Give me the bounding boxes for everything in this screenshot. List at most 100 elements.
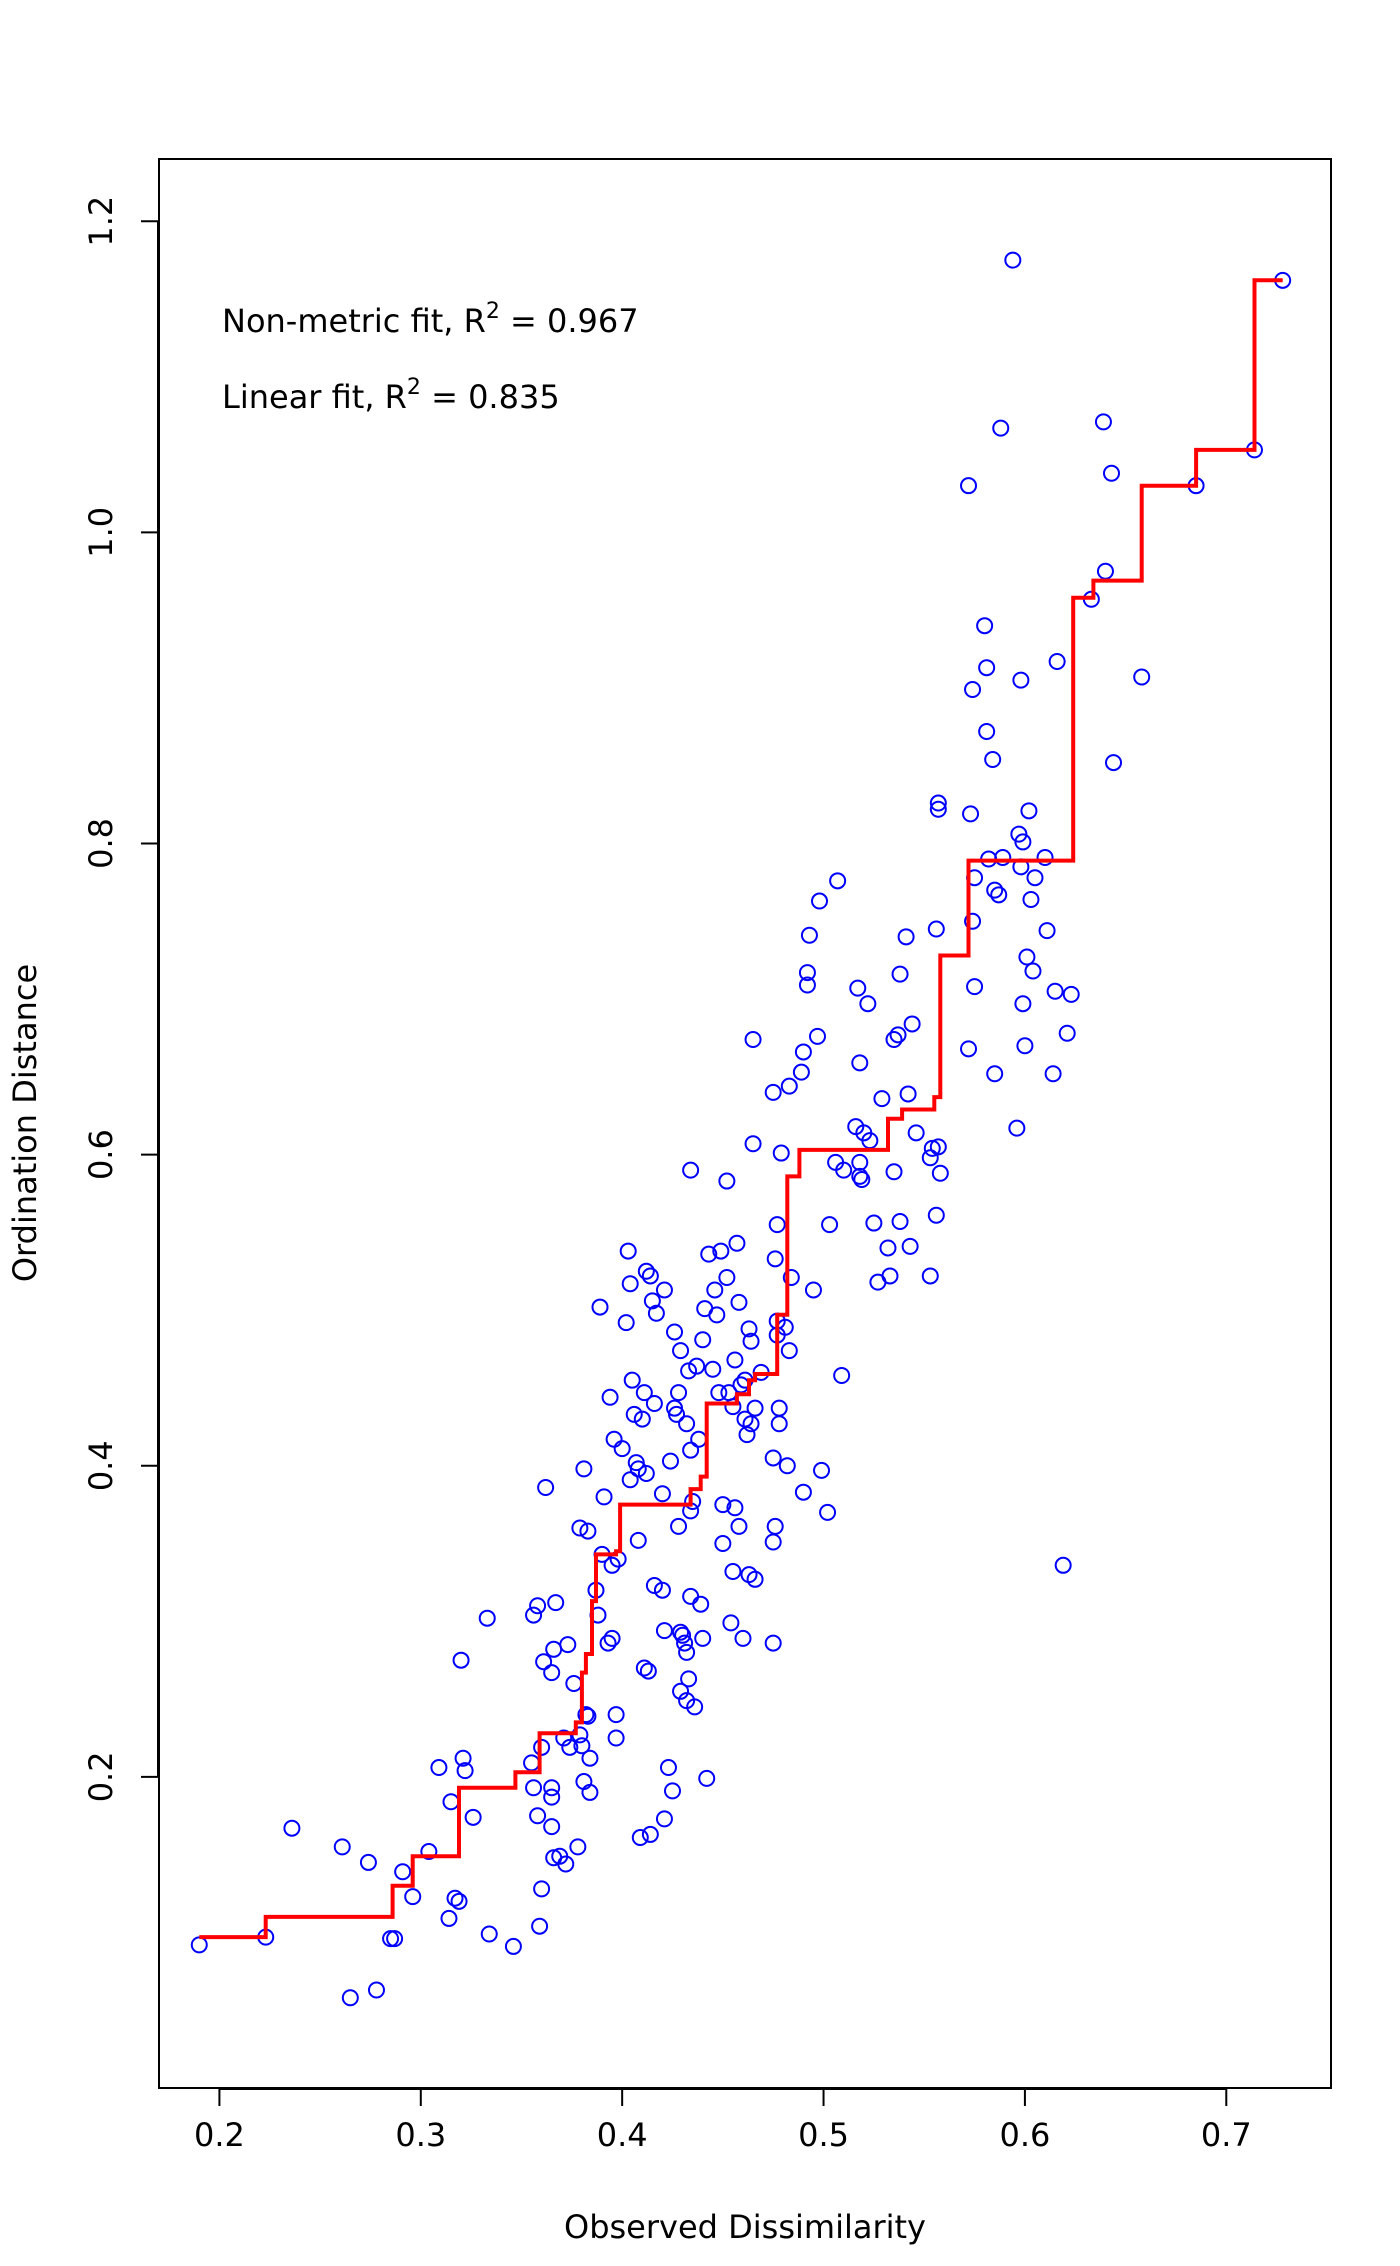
data-point	[927, 920, 945, 938]
data-point	[907, 1124, 925, 1142]
data-point	[666, 1323, 684, 1341]
data-point	[770, 1415, 788, 1433]
data-point	[621, 1471, 639, 1489]
data-point	[994, 848, 1012, 866]
data-point	[976, 617, 994, 635]
data-point	[901, 1237, 919, 1255]
data-point	[579, 1522, 597, 1540]
data-point	[986, 1065, 1004, 1083]
data-point	[897, 928, 915, 946]
data-point	[599, 1634, 617, 1652]
data-point	[1048, 652, 1066, 670]
data-point	[664, 1782, 682, 1800]
data-point	[637, 1262, 655, 1280]
data-point	[726, 1351, 744, 1369]
data-point	[641, 1825, 659, 1843]
data-point	[859, 995, 877, 1013]
data-point	[1010, 825, 1028, 843]
x-tick-label: 0.7	[1201, 2116, 1252, 2154]
data-point	[655, 1622, 673, 1640]
data-point	[359, 1853, 377, 1871]
data-point	[885, 1163, 903, 1181]
data-point	[722, 1614, 740, 1632]
data-point	[780, 1342, 798, 1360]
data-point	[865, 1214, 883, 1232]
data-point	[682, 1587, 700, 1605]
data-point	[456, 1762, 474, 1780]
data-point	[454, 1749, 472, 1767]
data-point	[960, 1040, 978, 1058]
data-point	[694, 1629, 712, 1647]
data-point	[744, 1030, 762, 1048]
data-point	[686, 1698, 704, 1716]
data-point	[833, 1367, 851, 1385]
data-point	[1016, 1037, 1034, 1055]
data-point	[283, 1819, 301, 1837]
data-point	[742, 1332, 760, 1350]
data-point	[978, 659, 996, 677]
data-point	[794, 1483, 812, 1501]
data-point	[678, 1415, 696, 1433]
data-point	[571, 1519, 589, 1537]
data-point	[450, 1892, 468, 1910]
y-tick-label: 0.8	[82, 818, 120, 869]
data-point	[992, 419, 1010, 437]
data-point	[724, 1398, 742, 1416]
data-point	[780, 1077, 798, 1095]
data-point	[595, 1488, 613, 1506]
data-point	[631, 1829, 649, 1847]
data-point	[623, 1371, 641, 1389]
data-point	[714, 1535, 732, 1553]
data-point	[798, 976, 816, 994]
data-point	[730, 1293, 748, 1311]
data-point	[746, 1570, 764, 1588]
data-point	[559, 1636, 577, 1654]
data-point	[734, 1629, 752, 1647]
data-point	[849, 979, 867, 997]
data-point	[442, 1793, 460, 1811]
data-point	[728, 1234, 746, 1252]
data-point	[966, 978, 984, 996]
data-point	[446, 1889, 464, 1907]
data-point	[764, 1083, 782, 1101]
data-point	[962, 805, 980, 823]
data-point	[794, 1043, 812, 1061]
data-point	[674, 1626, 692, 1644]
data-point	[1008, 1119, 1026, 1137]
data-point	[808, 1027, 826, 1045]
data-point	[889, 1026, 907, 1044]
data-point	[692, 1595, 710, 1613]
data-point	[718, 1269, 736, 1287]
data-point	[533, 1738, 551, 1756]
data-point	[712, 1242, 730, 1260]
data-point	[851, 1054, 869, 1072]
data-point	[655, 1281, 673, 1299]
data-point	[525, 1779, 543, 1797]
data-point	[724, 1563, 742, 1581]
data-point	[531, 1917, 549, 1935]
data-point	[523, 1754, 541, 1772]
data-point	[726, 1499, 744, 1517]
data-point	[1038, 922, 1056, 940]
data-point	[591, 1298, 609, 1316]
data-point	[635, 1659, 653, 1677]
data-point	[718, 1172, 736, 1190]
data-point	[613, 1440, 631, 1458]
data-point	[464, 1808, 482, 1826]
y-tick-label: 1.0	[82, 507, 120, 558]
data-point	[561, 1738, 579, 1756]
data-point	[960, 477, 978, 495]
fit-annotation: Non-metric fit, R2 = 0.967	[222, 299, 639, 340]
data-point	[732, 1376, 750, 1394]
data-point	[480, 1925, 498, 1943]
data-point	[879, 1239, 897, 1257]
data-point	[990, 886, 1008, 904]
data-point	[537, 1479, 555, 1497]
data-point	[800, 926, 818, 944]
data-point	[529, 1597, 547, 1615]
data-point	[533, 1880, 551, 1898]
data-point	[694, 1331, 712, 1349]
x-tick-label: 0.2	[194, 2116, 245, 2154]
